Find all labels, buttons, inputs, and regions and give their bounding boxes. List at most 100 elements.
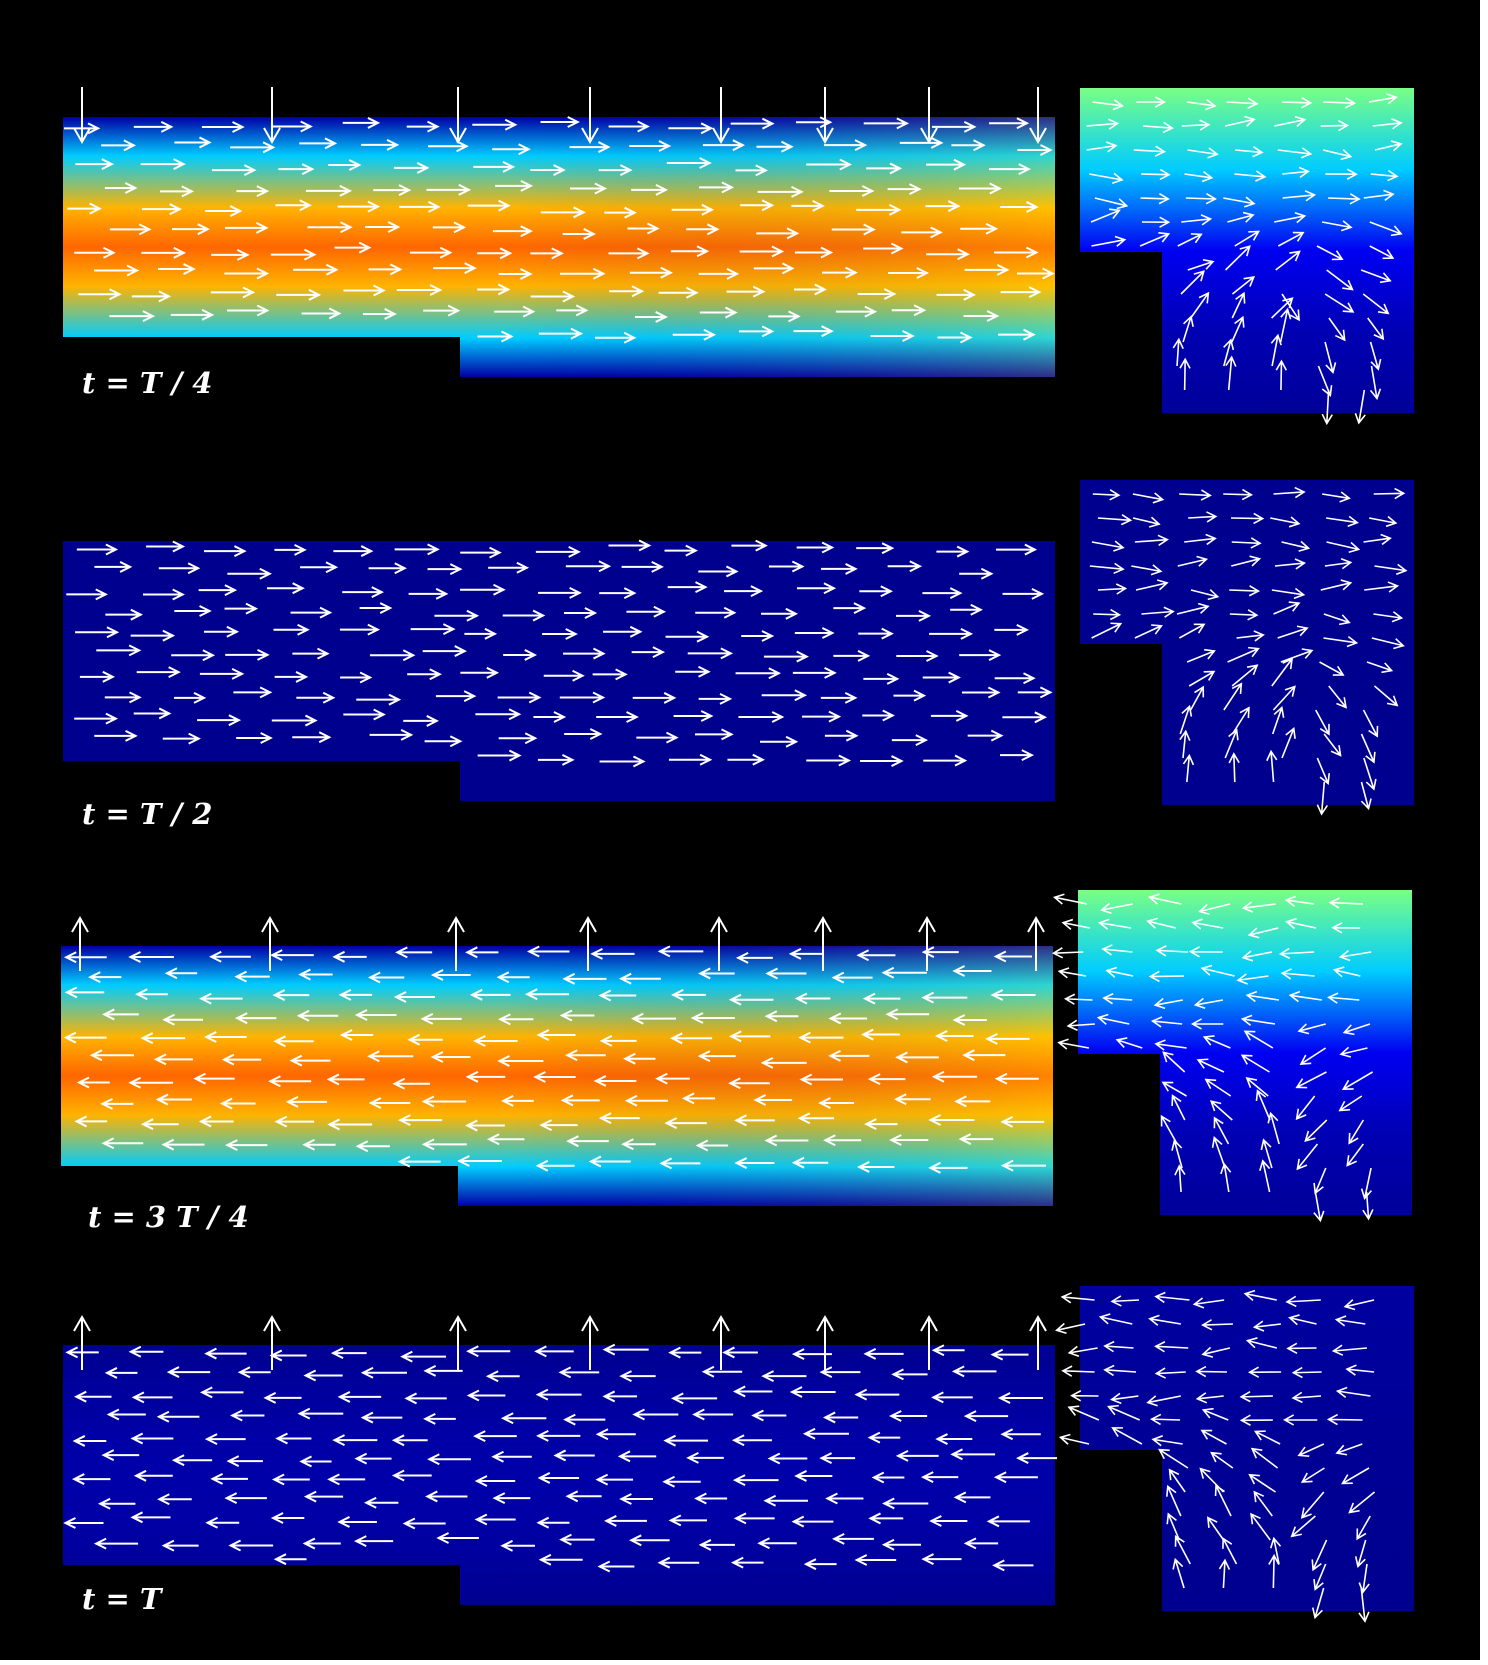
velocity-arrow — [271, 120, 313, 133]
velocity-arrow — [861, 1028, 900, 1041]
velocity-arrow — [227, 304, 270, 317]
velocity-arrow — [896, 609, 932, 622]
velocity-arrow — [102, 1008, 139, 1021]
velocity-arrow — [598, 1112, 640, 1124]
inset-velocity-arrow — [1231, 706, 1250, 735]
velocity-arrow — [681, 1092, 716, 1105]
velocity-arrow — [791, 1156, 829, 1169]
inset-velocity-arrow — [1186, 648, 1216, 663]
velocity-arrow — [296, 1009, 339, 1022]
velocity-arrow — [734, 1157, 775, 1169]
velocity-arrow — [297, 1407, 344, 1420]
velocity-arrow — [290, 606, 333, 619]
velocity-arrow — [626, 605, 667, 618]
velocity-arrow — [430, 1051, 471, 1063]
wall-arrows — [71, 915, 1045, 971]
velocity-arrow — [74, 712, 119, 725]
velocity-arrow — [698, 693, 733, 705]
inset-velocity-arrow — [1274, 212, 1307, 224]
flow-panel-quarter — [63, 87, 1414, 426]
velocity-arrow — [343, 284, 386, 297]
inset-velocity-arrow — [1111, 1427, 1143, 1445]
velocity-arrow — [474, 1513, 516, 1526]
velocity-arrow — [829, 185, 875, 197]
inset-velocity-arrow — [1272, 685, 1296, 711]
inset-velocity-arrow — [1248, 1473, 1276, 1493]
velocity-arrow — [990, 989, 1036, 1001]
velocity-arrow — [891, 304, 927, 317]
velocity-arrow — [565, 560, 612, 573]
velocity-arrow — [893, 689, 927, 702]
inset-velocity-arrow — [1179, 704, 1193, 735]
wall-velocity-arrow — [816, 87, 834, 145]
velocity-arrow — [563, 607, 598, 619]
velocity-arrow — [857, 288, 897, 300]
inset-velocity-arrow — [1141, 606, 1175, 618]
inset-velocity-arrow — [1338, 950, 1372, 962]
velocity-arrow — [623, 1052, 656, 1065]
velocity-arrow — [609, 285, 645, 298]
inset-velocity-arrow — [1321, 389, 1333, 426]
velocity-arrow — [730, 117, 775, 130]
velocity-arrow — [477, 749, 522, 762]
velocity-arrow — [67, 202, 102, 215]
inset-velocity-arrow — [1094, 197, 1129, 210]
velocity-arrow — [219, 1097, 256, 1110]
velocity-arrow — [592, 668, 628, 681]
velocity-arrow — [270, 1512, 305, 1524]
velocity-arrow — [234, 1012, 277, 1025]
velocity-arrow — [699, 306, 738, 319]
velocity-arrow — [539, 1119, 578, 1131]
inset-velocity-arrow — [1214, 1484, 1232, 1517]
velocity-arrow — [227, 567, 272, 580]
velocity-arrow — [921, 1553, 962, 1566]
inset-velocity-arrow — [1354, 389, 1366, 425]
velocity-arrow — [667, 581, 708, 594]
velocity-arrow — [753, 1094, 793, 1106]
inset-velocity-arrow — [1158, 1448, 1189, 1469]
inset-velocity-arrow — [1090, 208, 1121, 223]
velocity-arrow — [109, 310, 156, 323]
inset-velocity-arrow — [1372, 118, 1403, 130]
velocity-arrow — [226, 1455, 263, 1468]
velocity-arrow — [497, 1055, 544, 1067]
velocity-arrow — [602, 1343, 649, 1356]
velocity-arrow — [694, 728, 734, 741]
inset-velocity-arrow — [1052, 893, 1088, 905]
velocity-arrow — [276, 288, 322, 301]
inset-velocity-arrow — [1200, 964, 1235, 977]
velocity-arrow — [305, 184, 353, 197]
velocity-arrow — [535, 1159, 575, 1172]
velocity-arrow — [104, 1367, 138, 1379]
inset-velocity-arrow — [1362, 1191, 1374, 1221]
main-channel-fade — [63, 541, 1055, 801]
inset-velocity-arrow — [1271, 587, 1306, 600]
velocity-arrow — [465, 946, 499, 959]
velocity-arrow — [275, 1432, 312, 1445]
velocity-arrow — [333, 545, 374, 557]
velocity-arrow — [292, 731, 332, 744]
velocity-arrow — [635, 311, 668, 323]
inset-velocity-arrow — [1311, 1587, 1325, 1620]
velocity-arrow — [543, 669, 585, 682]
inset-velocity-arrow — [1338, 1095, 1363, 1112]
velocity-arrow — [806, 754, 852, 767]
velocity-arrow — [856, 542, 895, 555]
inset-velocity-arrow — [1229, 609, 1259, 621]
velocity-arrow — [143, 588, 185, 601]
inset-velocity-arrow — [1067, 1405, 1100, 1421]
velocity-arrow — [75, 626, 120, 639]
velocity-arrow — [369, 649, 416, 662]
velocity-arrow — [854, 1388, 900, 1401]
inset-velocity-arrow — [1132, 492, 1165, 504]
velocity-arrow — [1000, 1115, 1045, 1128]
inset-velocity-arrow — [1185, 193, 1217, 205]
inset-velocity-arrow — [1092, 489, 1121, 501]
inset-velocity-arrow — [1324, 558, 1353, 570]
velocity-arrow — [891, 1368, 928, 1381]
velocity-arrow — [621, 560, 664, 573]
velocity-arrow — [230, 141, 276, 154]
velocity-arrow — [363, 1496, 399, 1509]
velocity-arrow — [923, 754, 968, 767]
velocity-arrow — [553, 1449, 595, 1462]
